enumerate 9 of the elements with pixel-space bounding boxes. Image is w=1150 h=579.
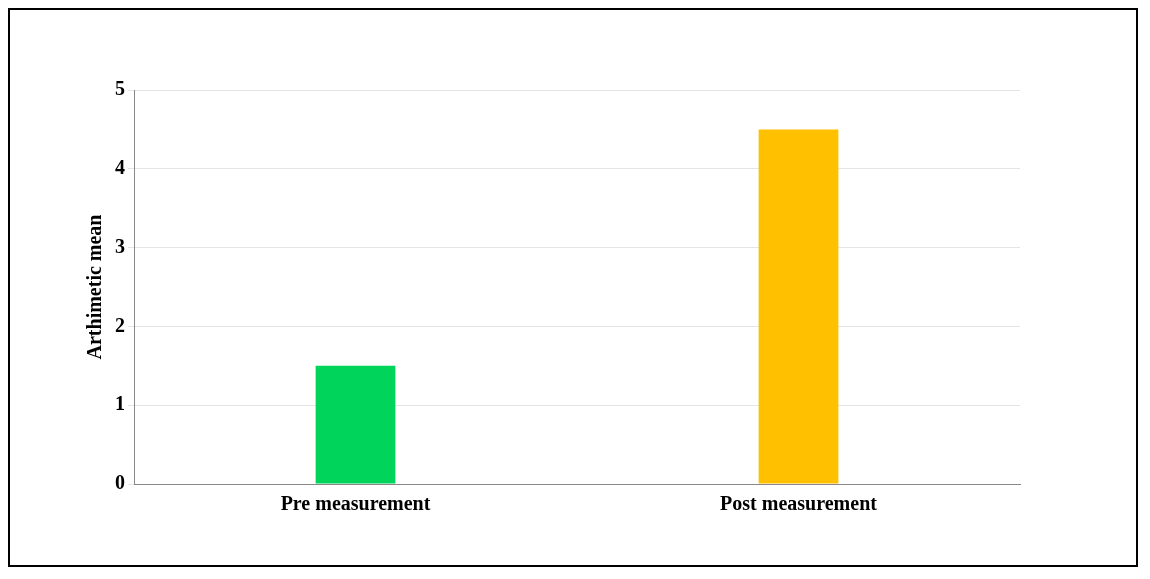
y-tick-label: 4 — [115, 155, 125, 178]
y-tick-label: 2 — [115, 313, 125, 336]
y-tick-label: 0 — [115, 471, 125, 494]
x-tick-label: Pre measurement — [280, 492, 431, 515]
y-tick-label: 1 — [115, 392, 125, 415]
y-axis-title: Arthimetic mean — [83, 214, 106, 360]
y-tick-label: 5 — [115, 77, 125, 100]
x-tick-label: Post measurement — [720, 492, 878, 515]
y-tick-label: 3 — [115, 234, 125, 257]
